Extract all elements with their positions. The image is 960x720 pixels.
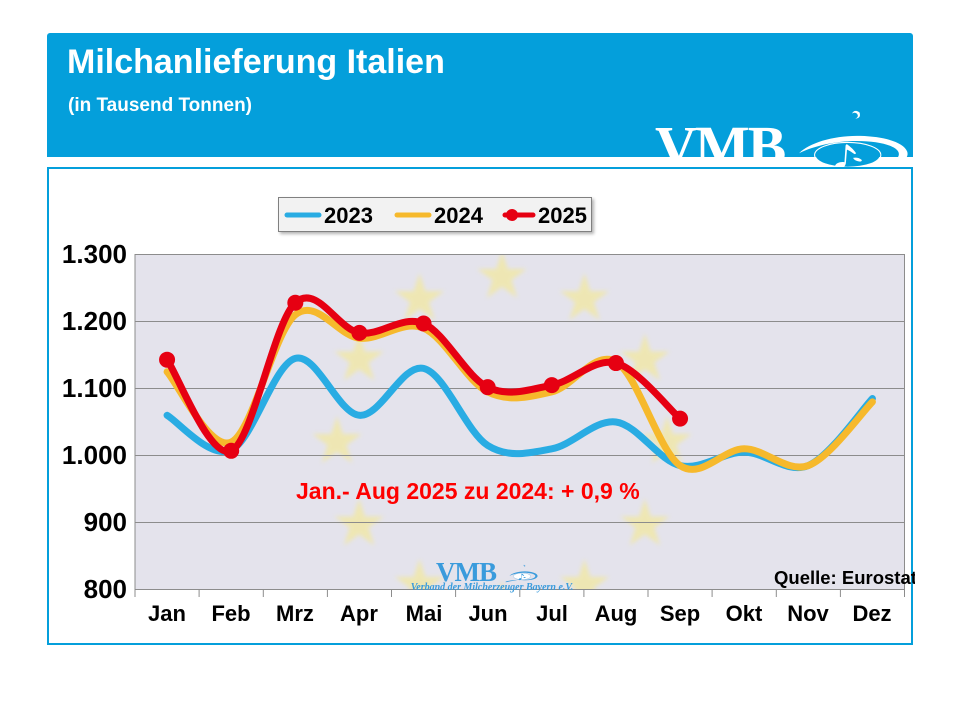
svg-text:Mai: Mai xyxy=(406,601,443,626)
svg-text:Jun: Jun xyxy=(468,601,507,626)
svg-text:Sep: Sep xyxy=(660,601,700,626)
svg-text:1.200: 1.200 xyxy=(62,306,127,336)
svg-text:1.100: 1.100 xyxy=(62,373,127,403)
svg-text:Jul: Jul xyxy=(536,601,568,626)
svg-text:Mrz: Mrz xyxy=(276,601,314,626)
svg-text:1.300: 1.300 xyxy=(62,239,127,269)
svg-text:Aug: Aug xyxy=(595,601,638,626)
svg-text:Quelle: Eurostat: Quelle: Eurostat xyxy=(774,567,915,588)
svg-text:Nov: Nov xyxy=(787,601,829,626)
svg-text:1.000: 1.000 xyxy=(62,440,127,470)
svg-text:Okt: Okt xyxy=(726,601,763,626)
svg-text:2024: 2024 xyxy=(434,203,484,228)
svg-text:Jan: Jan xyxy=(148,601,186,626)
svg-text:2025: 2025 xyxy=(538,203,587,228)
svg-text:Feb: Feb xyxy=(211,601,250,626)
svg-text:900: 900 xyxy=(84,507,127,537)
svg-text:2023: 2023 xyxy=(324,203,373,228)
svg-text:Jan.- Aug 2025 zu 2024: + 0,9: Jan.- Aug 2025 zu 2024: + 0,9 % xyxy=(296,478,640,504)
svg-text:Apr: Apr xyxy=(340,601,378,626)
svg-text:Dez: Dez xyxy=(852,601,891,626)
svg-text:800: 800 xyxy=(84,574,127,604)
